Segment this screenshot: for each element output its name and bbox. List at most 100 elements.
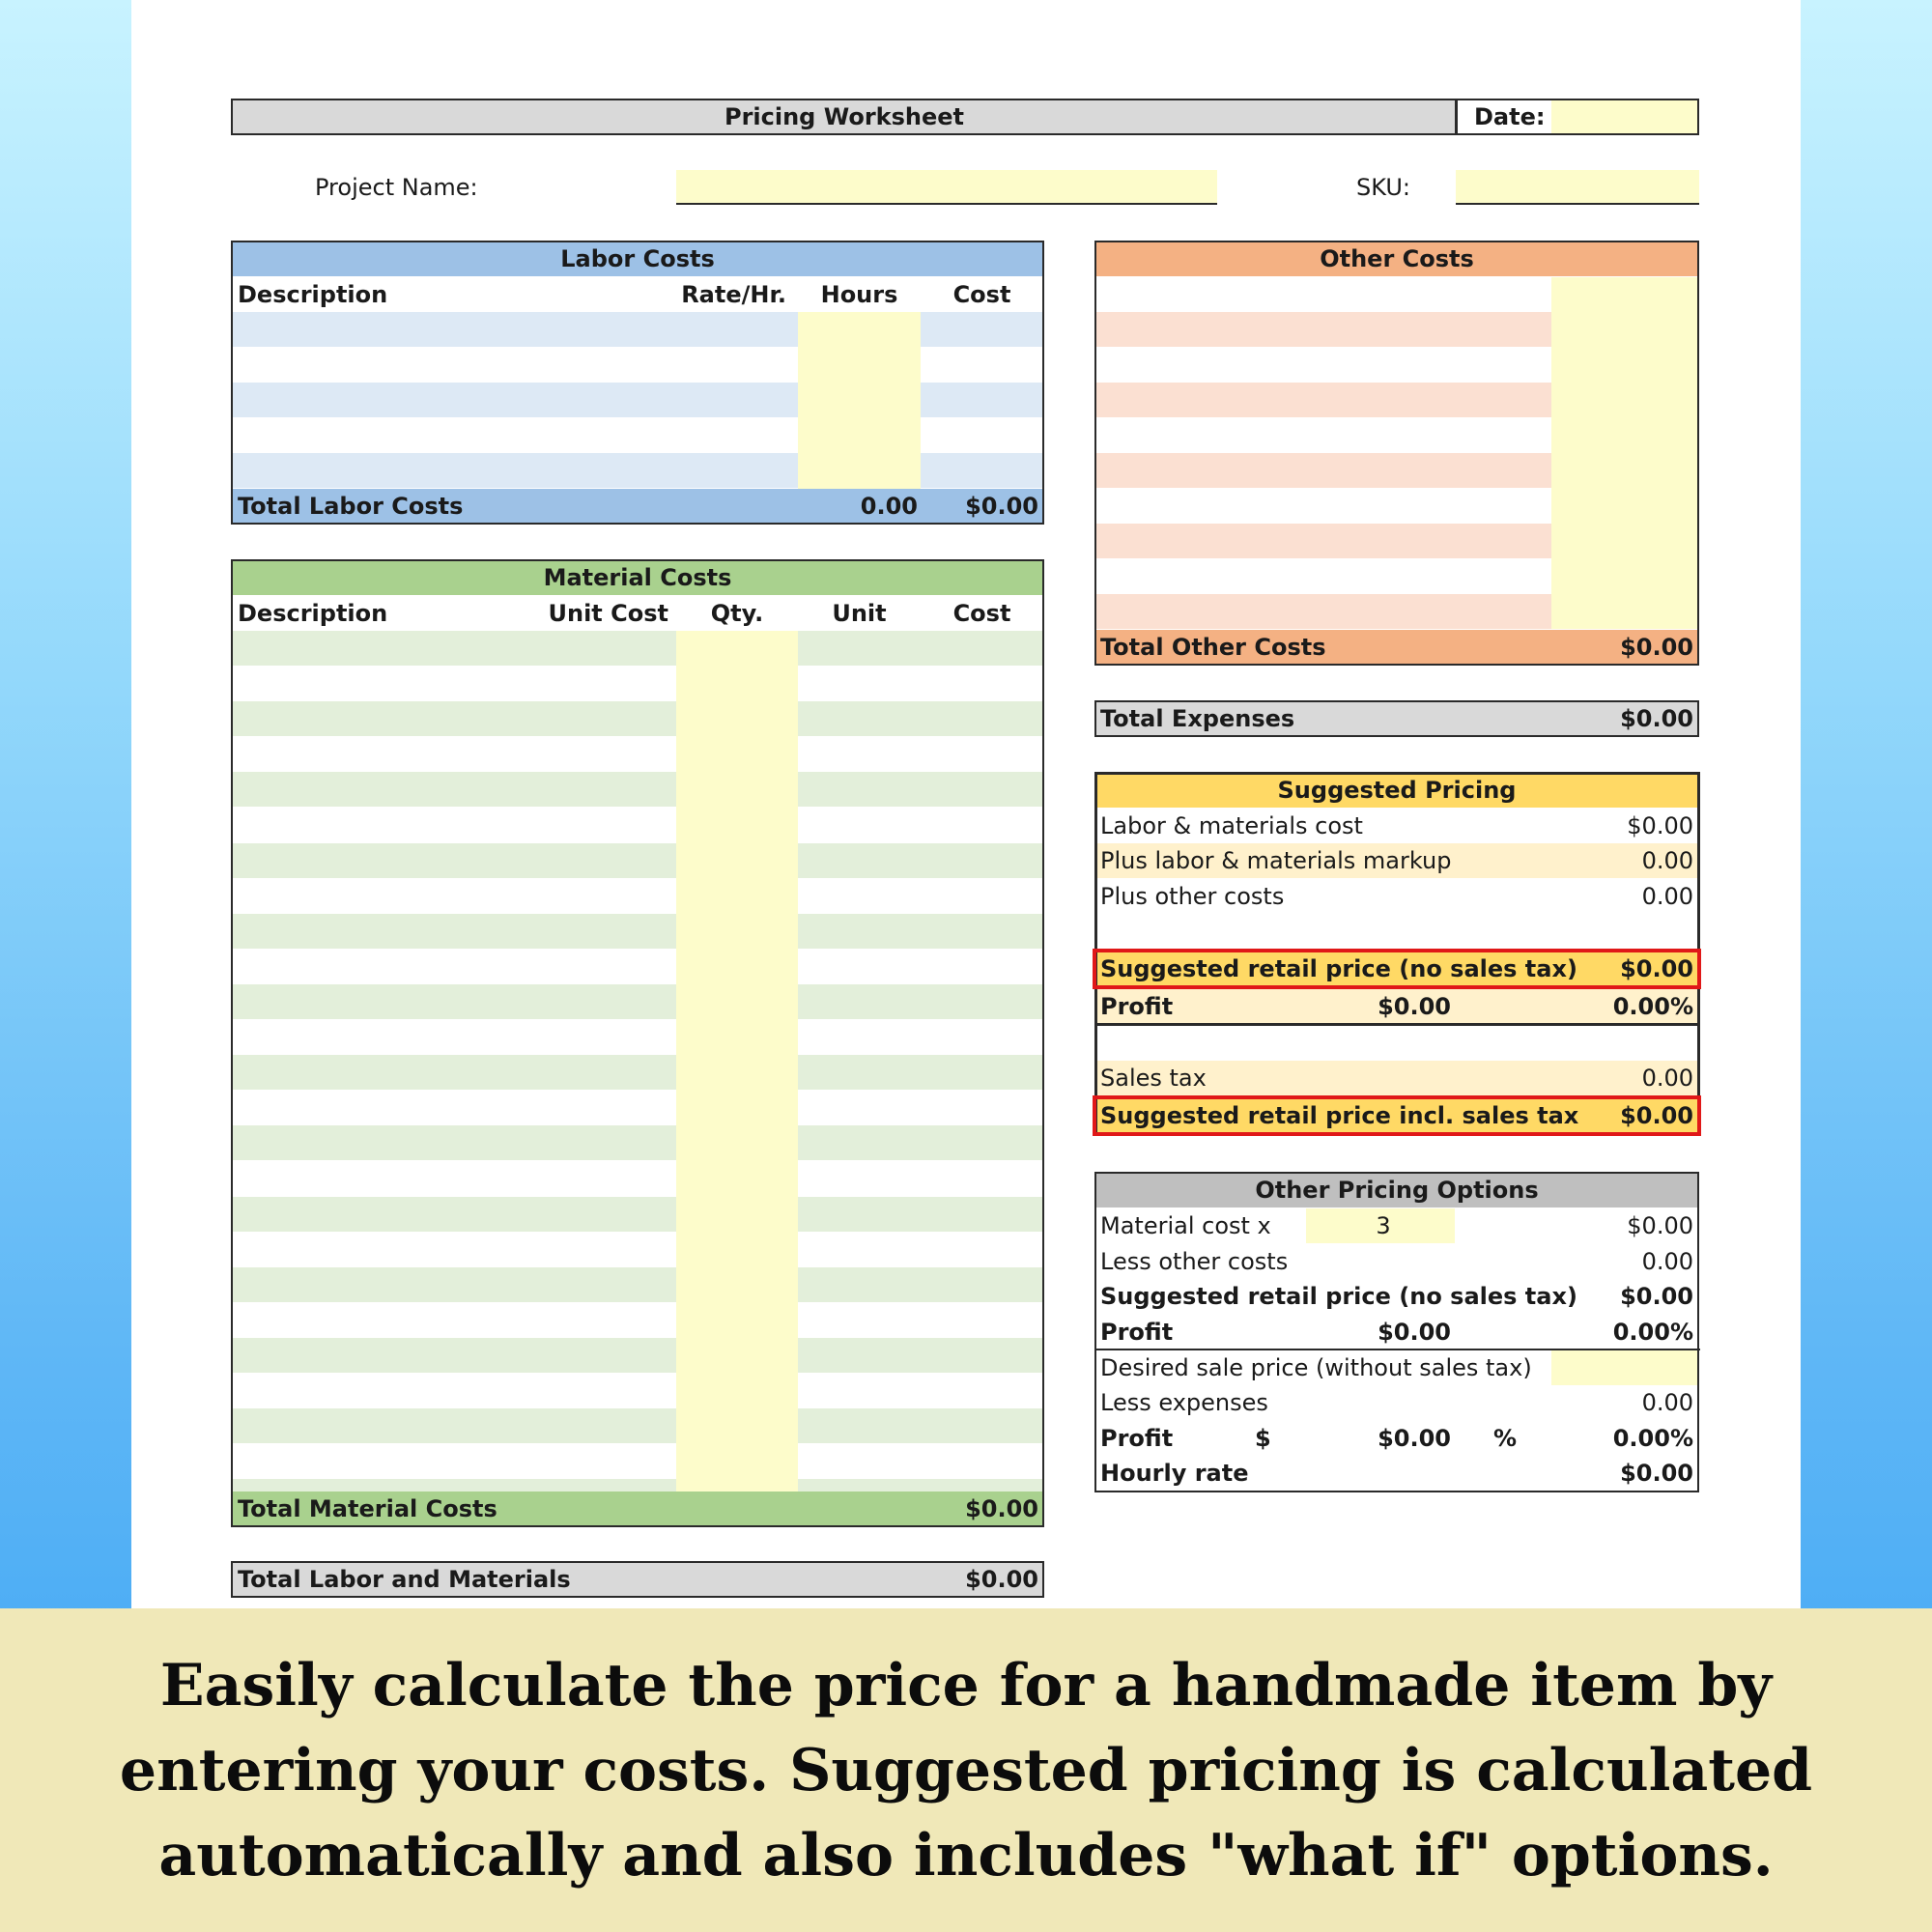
project-name-label: Project Name: bbox=[315, 174, 478, 201]
date-input[interactable] bbox=[1551, 99, 1698, 134]
other-stripe bbox=[1095, 524, 1551, 558]
project-name-input[interactable] bbox=[676, 170, 1217, 205]
profit-row-bg bbox=[1095, 989, 1698, 1024]
material-col-qty: Qty. bbox=[710, 600, 764, 627]
material-stripe bbox=[232, 701, 1043, 737]
total-labor-materials-row bbox=[232, 1562, 1043, 1597]
material-total-cost: $0.00 bbox=[965, 1495, 1038, 1522]
percent-sign: % bbox=[1493, 1425, 1518, 1452]
material-stripe bbox=[232, 1125, 1043, 1161]
other-stripe bbox=[1095, 312, 1551, 347]
material-stripe bbox=[232, 1338, 1043, 1373]
retail-price-value: $0.00 bbox=[1620, 955, 1693, 982]
less-expenses-label: Less expenses bbox=[1100, 1389, 1268, 1416]
labor-title: Labor Costs bbox=[560, 245, 715, 272]
other-costs-total-label: Total Other Costs bbox=[1100, 634, 1326, 661]
material-total-label: Total Material Costs bbox=[238, 1495, 497, 1522]
total-labor-materials-border bbox=[231, 1561, 1044, 1598]
retail-tax-label: Suggested retail price incl. sales tax bbox=[1100, 1102, 1579, 1129]
retail-tax-highlight bbox=[1093, 1095, 1701, 1136]
hourly-rate-label: Hourly rate bbox=[1100, 1460, 1249, 1487]
sku-input[interactable] bbox=[1456, 170, 1699, 205]
material-col-unit-cost: Unit Cost bbox=[548, 600, 669, 627]
other-costs-total-row bbox=[1095, 630, 1698, 665]
material-stripe bbox=[232, 842, 1043, 878]
caption-banner: Easily calculate the price for a handmad… bbox=[0, 1608, 1932, 1932]
labor-col-description: Description bbox=[238, 281, 388, 308]
other-costs-title: Other Costs bbox=[1320, 245, 1474, 272]
sku-label: SKU: bbox=[1356, 174, 1410, 201]
total-expenses-label: Total Expenses bbox=[1100, 705, 1295, 732]
multiplier-value[interactable]: 3 bbox=[1376, 1212, 1391, 1239]
material-col-unit: Unit bbox=[832, 600, 887, 627]
sales-tax-label: Sales tax bbox=[1100, 1065, 1207, 1092]
material-stripe bbox=[232, 631, 1043, 666]
multiplier-input[interactable] bbox=[1306, 1208, 1455, 1243]
markup-row-bg bbox=[1095, 843, 1698, 878]
retail-tax-row-bg bbox=[1095, 1098, 1698, 1133]
suggested-title: Suggested Pricing bbox=[1277, 777, 1517, 804]
total-expenses-value: $0.00 bbox=[1620, 705, 1693, 732]
total-expenses-border bbox=[1094, 700, 1699, 737]
profit-percent: 0.00% bbox=[1612, 993, 1693, 1020]
title-divider bbox=[1455, 99, 1458, 135]
material-qty-inputs[interactable] bbox=[676, 631, 798, 1492]
retail-highlight bbox=[1093, 949, 1701, 989]
profit-amount: $0.00 bbox=[1378, 993, 1451, 1020]
retail-row-bg bbox=[1095, 952, 1698, 986]
material-stripe bbox=[232, 984, 1043, 1019]
labor-col-cost: Cost bbox=[952, 281, 1011, 308]
options-profit-percent: 0.00% bbox=[1612, 1319, 1693, 1346]
other-stripe bbox=[1095, 594, 1551, 629]
other-costs-total-value: $0.00 bbox=[1620, 634, 1693, 661]
options-retail-value: $0.00 bbox=[1620, 1283, 1693, 1310]
material-x-label: Material cost x bbox=[1100, 1212, 1271, 1239]
labor-total-row bbox=[232, 489, 1043, 524]
labor-col-rate: Rate/Hr. bbox=[681, 281, 786, 308]
material-col-description: Description bbox=[238, 600, 388, 627]
labor-materials-value: $0.00 bbox=[1627, 812, 1693, 839]
material-stripe bbox=[232, 772, 1043, 808]
options-header bbox=[1095, 1173, 1698, 1208]
other-stripe bbox=[1095, 453, 1551, 488]
sales-tax-value: 0.00 bbox=[1641, 1065, 1693, 1092]
less-other-value: 0.00 bbox=[1641, 1248, 1693, 1275]
options-retail-label: Suggested retail price (no sales tax) bbox=[1100, 1283, 1577, 1310]
profit-label: Profit bbox=[1100, 993, 1174, 1020]
options-profit-label: Profit bbox=[1100, 1319, 1174, 1346]
markup-label: Plus labor & materials markup bbox=[1100, 847, 1452, 874]
labor-table-border bbox=[231, 241, 1044, 525]
date-label: Date: bbox=[1474, 103, 1546, 130]
labor-materials-label: Labor & materials cost bbox=[1100, 812, 1363, 839]
material-total-row bbox=[232, 1492, 1043, 1526]
options-divider bbox=[1094, 1349, 1700, 1350]
sales-tax-row-bg bbox=[1095, 1061, 1698, 1095]
desired-price-input[interactable] bbox=[1551, 1350, 1698, 1385]
desired-price-label: Desired sale price (without sales tax) bbox=[1100, 1354, 1532, 1381]
desired-profit-percent: 0.00% bbox=[1612, 1425, 1693, 1452]
markup-value: 0.00 bbox=[1641, 847, 1693, 874]
total-labor-materials-label: Total Labor and Materials bbox=[238, 1566, 571, 1593]
suggested-top-border bbox=[1094, 772, 1700, 775]
options-title: Other Pricing Options bbox=[1255, 1177, 1539, 1204]
desired-profit-amount: $0.00 bbox=[1378, 1425, 1451, 1452]
material-col-cost: Cost bbox=[952, 600, 1011, 627]
material-stripe bbox=[232, 1408, 1043, 1444]
options-border bbox=[1094, 1172, 1699, 1492]
labor-header bbox=[232, 242, 1043, 276]
profit-row-bottom-border bbox=[1094, 1023, 1700, 1026]
dollar-sign: $ bbox=[1255, 1425, 1271, 1452]
suggested-header bbox=[1095, 773, 1698, 808]
caption-text: Easily calculate the price for a handmad… bbox=[119, 1651, 1813, 1889]
other-costs-inputs[interactable] bbox=[1551, 277, 1698, 629]
other-costs-header bbox=[1095, 242, 1698, 276]
total-expenses-row bbox=[1095, 701, 1698, 736]
title-bar-border bbox=[231, 99, 1699, 135]
other-costs-plus-value: 0.00 bbox=[1641, 883, 1693, 910]
desired-profit-label: Profit bbox=[1100, 1425, 1174, 1452]
labor-hours-inputs[interactable] bbox=[798, 312, 921, 489]
other-stripe bbox=[1095, 383, 1551, 417]
less-expenses-value: 0.00 bbox=[1641, 1389, 1693, 1416]
material-title: Material Costs bbox=[543, 564, 732, 591]
title-bar bbox=[232, 99, 1457, 134]
